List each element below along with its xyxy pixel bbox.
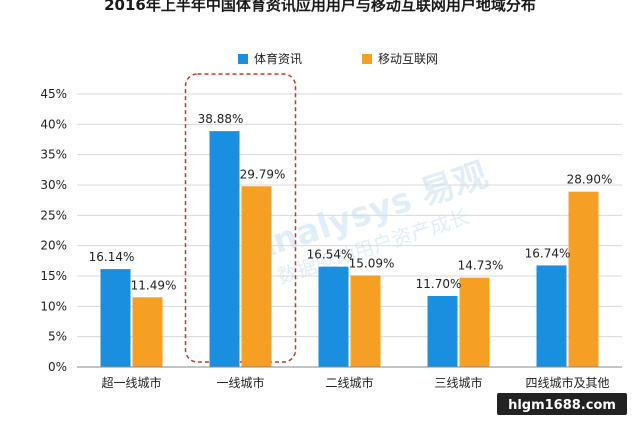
y-tick-label: 25% [40, 208, 67, 222]
bar-移动互联网-四线城市及其他 [568, 191, 599, 367]
y-tick-label: 15% [40, 269, 67, 283]
bar-体育资讯-四线城市及其他 [536, 265, 567, 367]
bar-体育资讯-三线城市 [427, 296, 458, 367]
y-tick-label: 30% [40, 178, 67, 192]
y-tick-label: 35% [40, 148, 67, 162]
legend-label-体育资讯: 体育资讯 [254, 51, 302, 66]
chart-title: 2016年上半年中国体育资讯应用用户与移动互联网用户地域分布 [104, 0, 536, 14]
legend: 体育资讯 移动互联网 [238, 51, 438, 66]
y-tick-label: 5% [48, 330, 67, 344]
data-labels: 16.14% 11.49% 38.88% 29.79% 16.54%15.09% 11.7… [89, 112, 613, 292]
legend-swatch-移动互联网 [362, 54, 372, 64]
data-label: 15.09% [349, 256, 395, 270]
y-axis-ticks: 0% 5% 10% 15% 20% 25% 30% 35% 40% 45% [40, 87, 67, 374]
data-label: 29.79% [240, 167, 286, 181]
bar-移动互联网-一线城市 [241, 186, 272, 367]
bar-体育资讯-超一线城市 [100, 269, 131, 367]
y-tick-label: 10% [40, 299, 67, 313]
x-tick-label: 超一线城市 [101, 375, 161, 390]
y-tick-label: 20% [40, 239, 67, 253]
y-tick-label: 45% [40, 87, 67, 101]
y-tick-label: 0% [48, 360, 67, 374]
site-watermark: hlgm1688.com [497, 393, 627, 415]
x-axis-labels: 超一线城市 一线城市 二线城市 三线城市 四线城市及其他 [101, 375, 609, 390]
highlight-box [184, 73, 297, 363]
bar-移动互联网-三线城市 [459, 277, 490, 367]
data-label: 16.14% [89, 250, 135, 264]
data-label: 16.54% [307, 248, 353, 262]
site-watermark-bg [497, 393, 627, 415]
x-tick-label: 二线城市 [325, 375, 373, 390]
bar-移动互联网-超一线城市 [132, 297, 163, 367]
data-label: 38.88% [198, 112, 244, 126]
bar-体育资讯-一线城市 [209, 131, 240, 367]
data-label: 16.74% [525, 246, 571, 260]
legend-swatch-体育资讯 [238, 54, 248, 64]
data-label: 14.73% [458, 259, 504, 273]
x-tick-label: 三线城市 [434, 375, 482, 390]
legend-label-移动互联网: 移动互联网 [378, 52, 438, 66]
x-tick-label: 四线城市及其他 [525, 375, 609, 390]
data-label: 28.90% [567, 173, 613, 187]
x-tick-label: 一线城市 [216, 375, 264, 390]
gridlines [77, 93, 622, 368]
y-tick-label: 40% [40, 117, 67, 131]
data-label: 11.49% [131, 278, 177, 292]
site-watermark-text: hlgm1688.com [508, 398, 616, 413]
bar-移动互联网-二线城市 [350, 275, 381, 367]
bar-体育资讯-二线城市 [318, 266, 349, 367]
bars [100, 131, 599, 367]
data-label: 11.70% [416, 277, 462, 291]
